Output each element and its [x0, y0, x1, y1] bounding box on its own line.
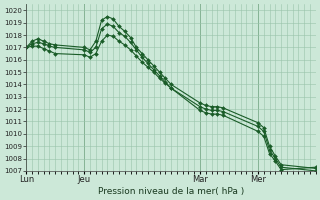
X-axis label: Pression niveau de la mer( hPa ): Pression niveau de la mer( hPa ) — [98, 187, 244, 196]
